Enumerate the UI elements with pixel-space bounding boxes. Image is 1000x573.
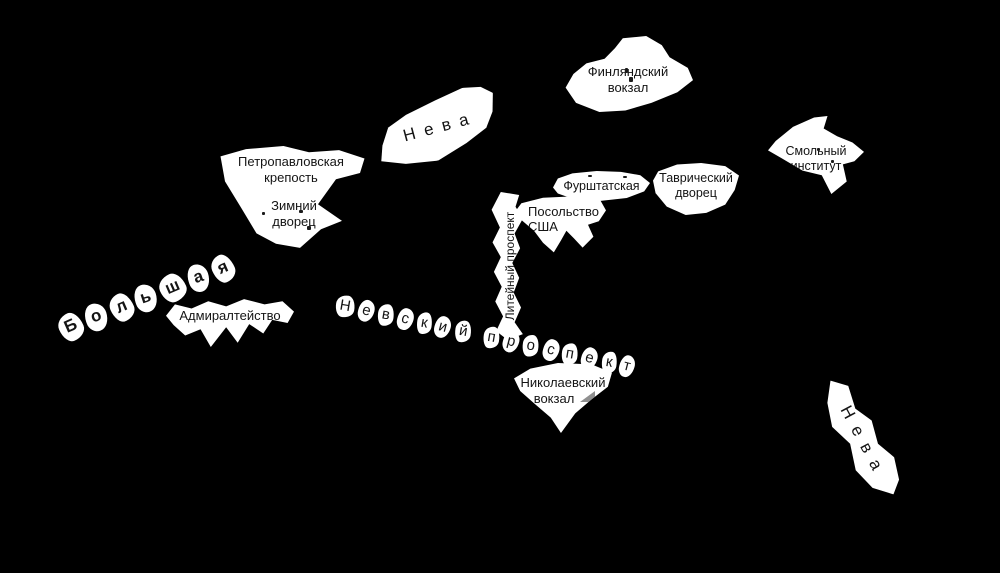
label-blob-fortress-winter-palace: Петропавловская крепость Зимний дворец	[220, 146, 365, 248]
label-us-embassy-line1: Посольство	[528, 204, 599, 219]
label-furshtatskaya: Фурштатская	[553, 179, 650, 194]
map-speck	[831, 160, 834, 163]
label-peter-paul-fortress-line2: крепость	[264, 170, 318, 185]
letter-patch: т	[617, 353, 638, 379]
label-tauride-palace: Таврический дворец	[653, 171, 739, 201]
label-furshtatskaya-text: Фурштатская	[563, 179, 640, 193]
letter-patch: п	[481, 325, 502, 350]
letter-patch: к	[414, 311, 433, 336]
letter-patch: л	[105, 290, 138, 326]
map-speck	[817, 148, 820, 151]
letter-patch: с	[395, 306, 416, 332]
label-winter-palace: Зимний дворец	[221, 198, 365, 230]
label-blob-us-embassy: Посольство США	[516, 196, 606, 253]
label-blob-admiralty: Адмиралтейство	[166, 299, 294, 347]
map-speck	[629, 77, 633, 82]
label-admiralty-text: Адмиралтейство	[179, 308, 281, 323]
label-nikolaevsky-station: Николаевский вокзал	[514, 375, 612, 407]
letter-patch: ш	[155, 269, 191, 306]
label-admiralty: Адмиралтейство	[166, 308, 294, 324]
label-blob-finland-station: Финляндский вокзал	[565, 36, 693, 112]
letter-patch: ь	[131, 281, 162, 315]
letter-patch: а	[184, 261, 214, 295]
map-speck	[623, 176, 627, 178]
label-winter-palace-line2: дворец	[272, 214, 316, 229]
label-smolny-institute-line2: институт	[790, 159, 842, 173]
label-us-embassy-line2: США	[528, 219, 558, 234]
map-speck	[307, 226, 311, 230]
letter-patch: о	[521, 333, 542, 359]
letter-patch: и	[432, 314, 454, 340]
label-finland-station-line1: Финляндский	[587, 64, 669, 79]
label-peter-paul-fortress-line1: Петропавловская	[238, 154, 344, 169]
river-label-neva-top: Нева	[401, 107, 480, 146]
letter-patch: р	[500, 328, 523, 355]
map-speck	[588, 175, 592, 177]
label-tauride-palace-line1: Таврический	[659, 171, 733, 185]
letter-patch: п	[560, 342, 580, 367]
label-smolny-institute: Смольный институт	[768, 144, 864, 174]
label-blob-nikolaevsky-station: Николаевский вокзал	[514, 363, 612, 433]
map-speck	[625, 68, 628, 73]
letter-patch: я	[207, 251, 239, 286]
letter-patch: в	[376, 302, 396, 328]
letter-patch: Б	[54, 309, 88, 345]
river-label-blob-neva-bottom: Нева	[811, 370, 911, 505]
label-blob-smolny-institute: Смольный институт	[768, 116, 864, 194]
map-speck	[299, 210, 303, 213]
label-winter-palace-line1: Зимний	[271, 198, 317, 213]
letter-gap	[473, 334, 482, 336]
letter-patch: о	[81, 300, 112, 334]
letter-patch: е	[355, 298, 377, 324]
label-us-embassy: Посольство США	[528, 204, 599, 234]
label-blob-furshtatskaya: Фурштатская	[553, 171, 650, 201]
river-label-blob-neva-top: Нева	[366, 81, 506, 176]
street-label-liteyny-prospekt: Литейный проспект	[503, 211, 517, 321]
label-tauride-palace-line2: дворец	[675, 186, 717, 200]
letter-patch: й	[453, 319, 473, 344]
map-speck	[262, 212, 265, 215]
label-finland-station-line2: вокзал	[607, 80, 649, 95]
station-marker-icon	[580, 391, 595, 402]
label-nikolaevsky-station-line2: вокзал	[533, 391, 575, 406]
label-peter-paul-fortress: Петропавловская крепость	[221, 154, 365, 186]
letter-patch: Н	[334, 293, 357, 319]
label-finland-station: Финляндский вокзал	[566, 64, 693, 96]
river-label-neva-bottom: Нева	[836, 402, 891, 482]
label-nikolaevsky-station-line1: Николаевский	[520, 375, 606, 390]
letter-patch: с	[540, 337, 561, 363]
label-blob-tauride-palace: Таврический дворец	[653, 163, 739, 215]
label-smolny-institute-line1: Смольный	[785, 144, 847, 158]
